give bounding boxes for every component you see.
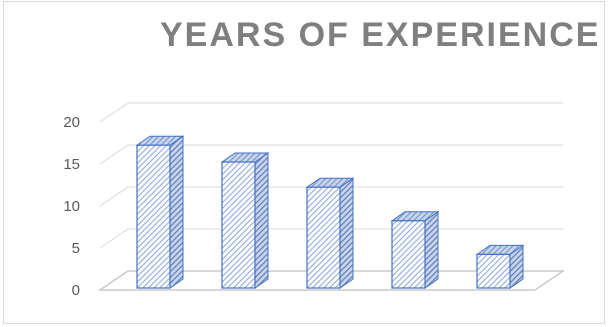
- bar-side: [254, 152, 269, 289]
- y-axis-tick-labels: 0 5 10 15 20: [63, 114, 80, 299]
- y-tick-label: 15: [63, 156, 80, 173]
- bar-front: [476, 253, 511, 289]
- bar-front: [306, 186, 341, 289]
- bar-front: [221, 161, 256, 289]
- bar-front: [136, 144, 171, 289]
- gridline: [99, 102, 563, 123]
- y-tick-label: 0: [72, 282, 80, 299]
- bar-front: [391, 220, 426, 289]
- bar-side: [424, 210, 439, 289]
- gridlines: [99, 102, 563, 249]
- y-tick-label: 20: [63, 114, 80, 131]
- gridline: [99, 144, 563, 165]
- y-tick-label: 5: [72, 240, 80, 257]
- bar: [390, 210, 440, 289]
- chart-title: YEARS OF EXPERIENCE: [160, 16, 601, 54]
- bar: [135, 135, 185, 289]
- bars: [135, 135, 525, 289]
- bar-side: [169, 135, 184, 289]
- bar-side: [339, 177, 354, 289]
- gridline: [99, 186, 563, 207]
- bar: [220, 152, 270, 289]
- bar: [305, 177, 355, 289]
- y-tick-label: 10: [63, 198, 80, 215]
- bar: [475, 244, 525, 289]
